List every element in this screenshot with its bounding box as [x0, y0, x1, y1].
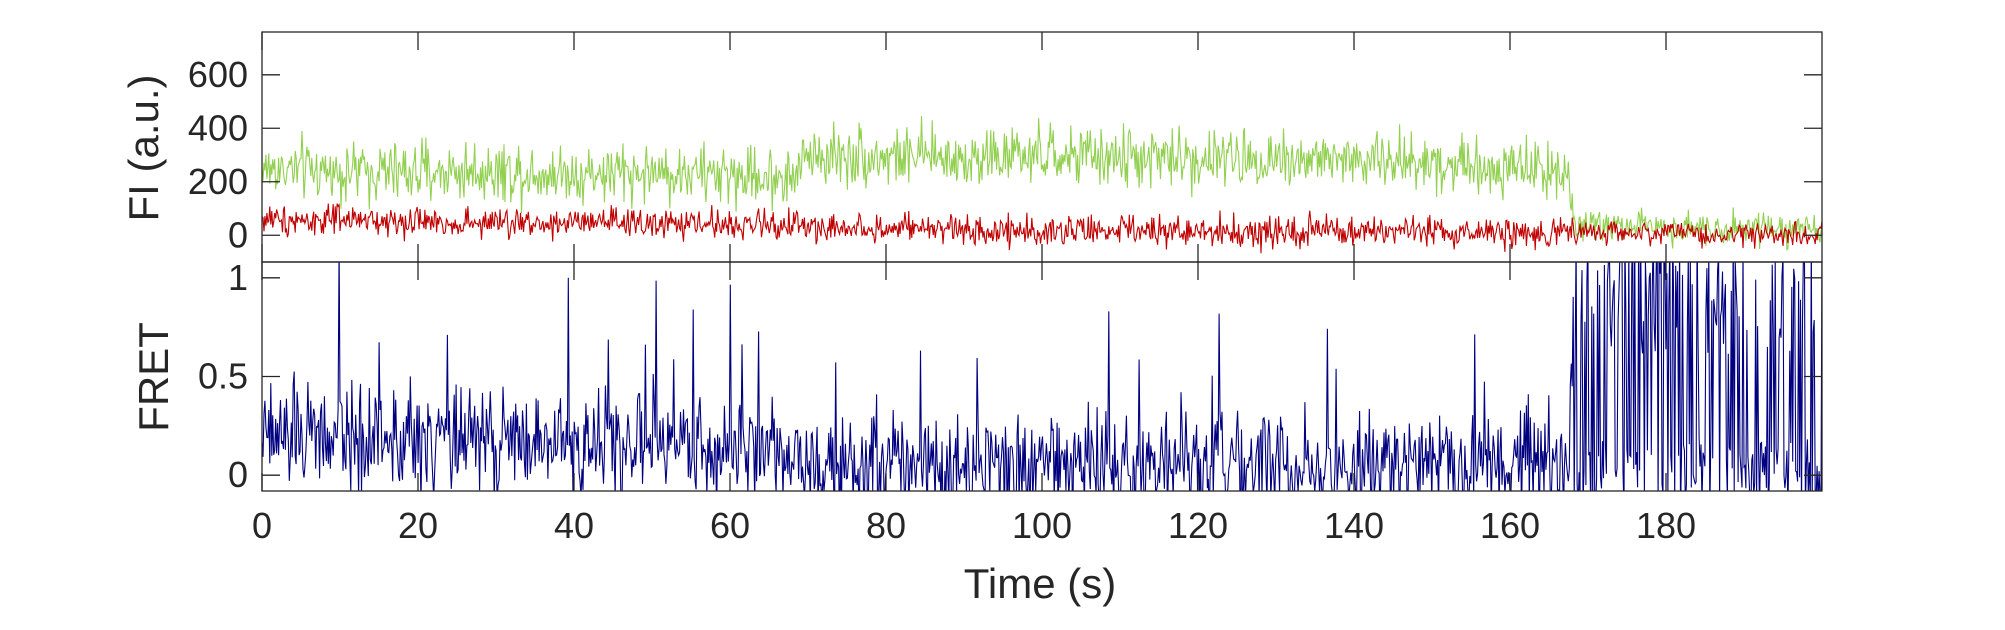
bottom-series-line-1 [262, 262, 1822, 491]
top-y-tick-label: 400 [188, 107, 248, 148]
top-axes-frame [261, 31, 1823, 263]
bottom-y-axis-label: FRET [130, 322, 177, 432]
top-y-tick-label: 200 [188, 161, 248, 202]
bottom-y-tick-label: 0.5 [198, 356, 248, 397]
x-tick-label: 40 [554, 505, 594, 546]
x-tick-label: 120 [1168, 505, 1228, 546]
bottom-y-tick-label: 0 [228, 454, 248, 495]
x-tick-label: 160 [1480, 505, 1540, 546]
x-tick-label: 180 [1636, 505, 1696, 546]
fluorescence-panel: 0 200 400 600 [188, 31, 1823, 263]
top-series-line-1 [262, 116, 1822, 251]
top-series-line-2 [262, 202, 1822, 254]
x-tick-label: 100 [1012, 505, 1072, 546]
top-y-tick-label: 600 [188, 54, 248, 95]
x-tick-label: 140 [1324, 505, 1384, 546]
top-y-tick-label: 0 [228, 214, 248, 255]
top-y-axis-label: FI (a.u.) [120, 74, 167, 221]
fret-panel: 0 0.5 1 0 20 40 60 80 100 120 140 160 180 [198, 257, 1823, 546]
x-tick-label: 0 [252, 505, 272, 546]
x-axis-label: Time (s) [964, 560, 1116, 607]
x-tick-label: 60 [710, 505, 750, 546]
x-tick-label: 20 [398, 505, 438, 546]
bottom-y-tick-label: 1 [228, 257, 248, 298]
x-tick-label: 80 [866, 505, 906, 546]
